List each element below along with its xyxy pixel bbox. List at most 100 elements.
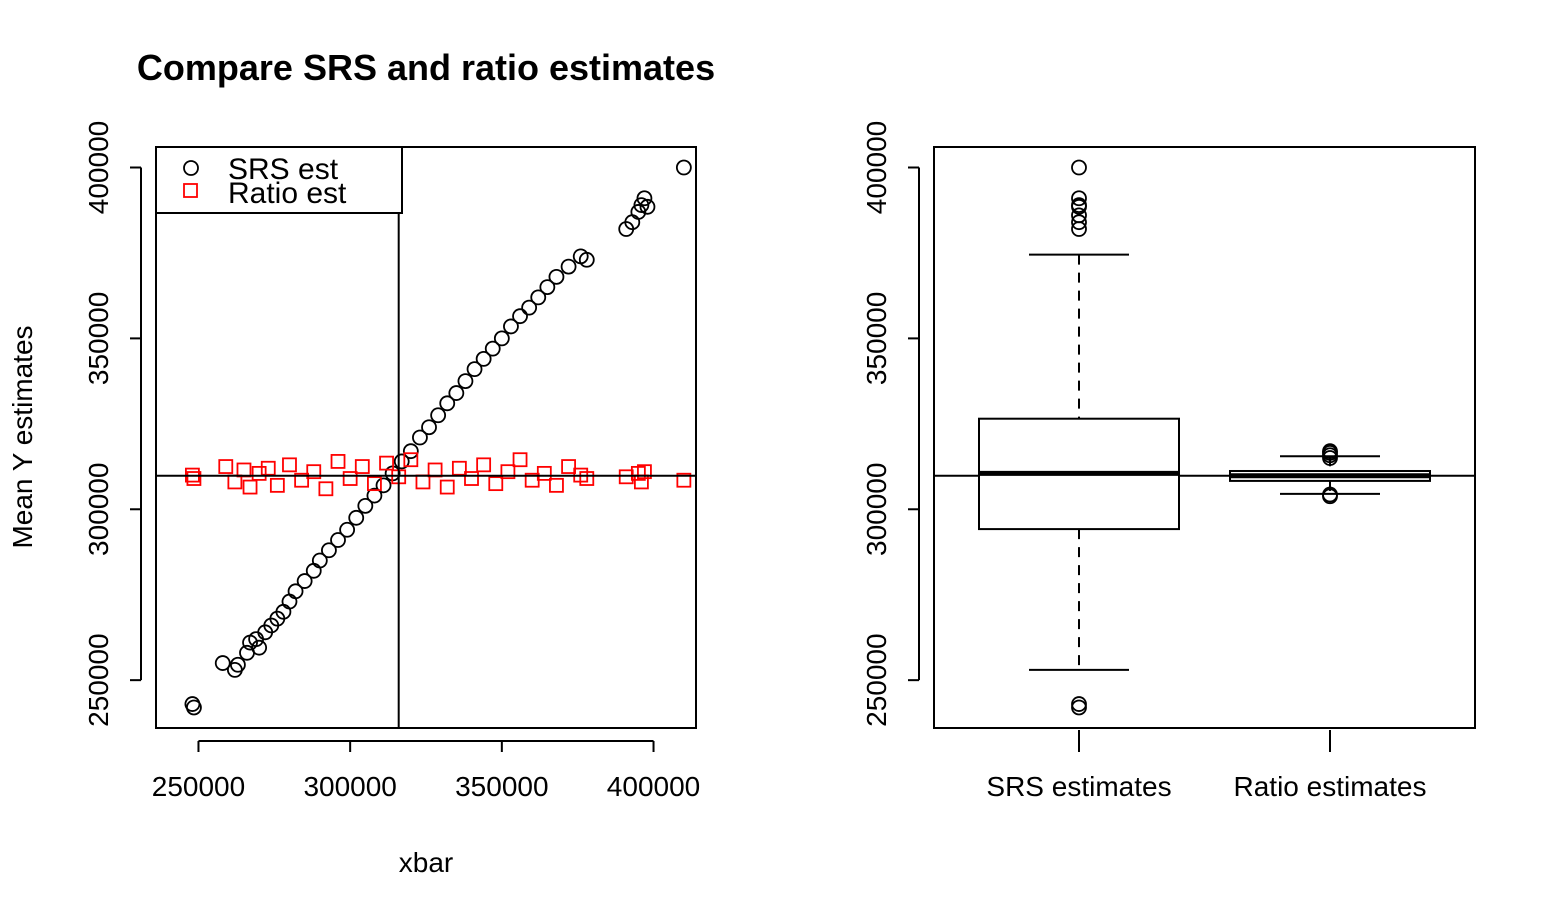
ratio-point bbox=[427, 462, 443, 478]
ratio-point bbox=[218, 459, 234, 474]
ratio-point bbox=[549, 477, 564, 493]
srs-point bbox=[633, 197, 650, 214]
boxplot-y-tick-label-350000: 350000 bbox=[861, 292, 892, 385]
boxplot-panel: 250000 300000 350000 400000 SRS estimate… bbox=[861, 121, 1476, 802]
scatter-points-srs bbox=[184, 159, 692, 716]
outlier-point bbox=[1071, 214, 1087, 231]
ratio-point bbox=[403, 452, 419, 468]
srs-point bbox=[357, 497, 374, 514]
ratio-point bbox=[186, 471, 202, 486]
srs-point bbox=[421, 419, 437, 436]
boxplot-x-axis-ticks bbox=[1078, 730, 1331, 752]
srs-point bbox=[321, 542, 337, 559]
outlier-point bbox=[1071, 190, 1087, 207]
outlier-point bbox=[1071, 699, 1087, 716]
legend-label-ratio: Ratio est bbox=[228, 177, 347, 210]
boxplot-category-label-srs: SRS estimates bbox=[986, 771, 1171, 802]
ratio-point bbox=[579, 471, 595, 486]
srs-point bbox=[305, 562, 322, 579]
ratio-point bbox=[294, 472, 310, 488]
x-axis-label: xbar bbox=[399, 847, 453, 878]
ratio-point bbox=[242, 479, 258, 495]
boxplot-y-tick-label-250000: 250000 bbox=[861, 633, 892, 726]
x-tick-label-250000: 250000 bbox=[152, 771, 245, 802]
outlier-point bbox=[1322, 450, 1338, 466]
ratio-point bbox=[451, 460, 467, 476]
x-tick-label-300000: 300000 bbox=[303, 771, 396, 802]
ratio-point bbox=[637, 464, 652, 480]
outlier-point bbox=[1071, 221, 1087, 237]
legend-label-srs: SRS est bbox=[228, 153, 339, 186]
ratio-point bbox=[236, 462, 252, 478]
srs-point bbox=[226, 662, 243, 678]
srs-point bbox=[412, 429, 428, 446]
ratio-point bbox=[282, 457, 297, 473]
srs-point bbox=[548, 268, 565, 285]
outlier-point bbox=[1071, 696, 1087, 712]
srs-point bbox=[330, 532, 346, 548]
srs-point bbox=[639, 198, 656, 215]
srs-point bbox=[521, 299, 538, 316]
srs-point bbox=[393, 453, 410, 470]
ratio-point bbox=[269, 477, 285, 493]
srs-point bbox=[466, 361, 483, 378]
ratio-point bbox=[227, 474, 243, 490]
chart-title: Compare SRS and ratio estimates bbox=[137, 47, 715, 88]
srs-point bbox=[375, 477, 392, 494]
ratio-point bbox=[379, 455, 394, 471]
srs-point bbox=[366, 487, 383, 504]
x-tick-label-400000: 400000 bbox=[607, 771, 700, 802]
ratio-point bbox=[464, 471, 479, 486]
legend-square-marker bbox=[183, 183, 198, 198]
srs-point bbox=[287, 583, 304, 600]
ratio-point bbox=[251, 465, 267, 481]
srs-point bbox=[348, 509, 365, 526]
srs-point bbox=[186, 699, 202, 716]
boxplot-y-tick-label-400000: 400000 bbox=[861, 121, 892, 214]
srs-point bbox=[675, 159, 692, 176]
boxplot-y-axis-ticks bbox=[908, 166, 919, 682]
srs-point bbox=[214, 655, 231, 671]
outlier-point bbox=[1322, 488, 1338, 505]
boxplot-category-label-ratio: Ratio estimates bbox=[1234, 771, 1427, 802]
ratio-point bbox=[260, 460, 276, 476]
srs-point bbox=[311, 552, 328, 569]
x-tick-label-350000: 350000 bbox=[455, 771, 548, 802]
scatter-points-ratio bbox=[185, 452, 692, 497]
ratio-point bbox=[476, 457, 492, 473]
srs-point bbox=[281, 593, 298, 610]
boxplot-y-tick-label-300000: 300000 bbox=[861, 463, 892, 556]
ratio-point bbox=[354, 459, 370, 474]
srs-point bbox=[251, 639, 268, 656]
ratio-point bbox=[512, 452, 528, 468]
srs-point bbox=[560, 258, 577, 275]
srs-point bbox=[636, 190, 653, 207]
ratio-point bbox=[306, 464, 322, 480]
outlier-point bbox=[1071, 159, 1087, 176]
boxplot-frame bbox=[933, 146, 1476, 729]
srs-point bbox=[457, 373, 474, 390]
outlier-point bbox=[1071, 198, 1087, 215]
y-tick-label-350000: 350000 bbox=[83, 292, 114, 385]
ratio-point bbox=[439, 479, 455, 495]
boxplot-srs bbox=[978, 159, 1180, 716]
srs-point bbox=[530, 289, 547, 306]
ratio-point bbox=[488, 476, 504, 492]
srs-point bbox=[630, 204, 647, 220]
srs-point bbox=[512, 308, 528, 325]
srs-point bbox=[230, 656, 246, 673]
srs-point bbox=[493, 330, 510, 347]
legend-circle-marker bbox=[183, 160, 199, 176]
y-axis-ticks bbox=[130, 166, 141, 682]
legend-box bbox=[155, 146, 403, 214]
scatter-plot-frame bbox=[155, 146, 697, 729]
scatter-panel: Compare SRS and ratio estimates 250000 3… bbox=[7, 47, 715, 878]
boxplot-ratio bbox=[1229, 443, 1431, 505]
ratio-point bbox=[342, 471, 358, 486]
srs-point bbox=[430, 407, 447, 424]
ratio-point bbox=[536, 465, 552, 481]
srs-point bbox=[439, 395, 456, 412]
srs-point bbox=[402, 443, 419, 460]
ratio-point bbox=[676, 472, 692, 488]
